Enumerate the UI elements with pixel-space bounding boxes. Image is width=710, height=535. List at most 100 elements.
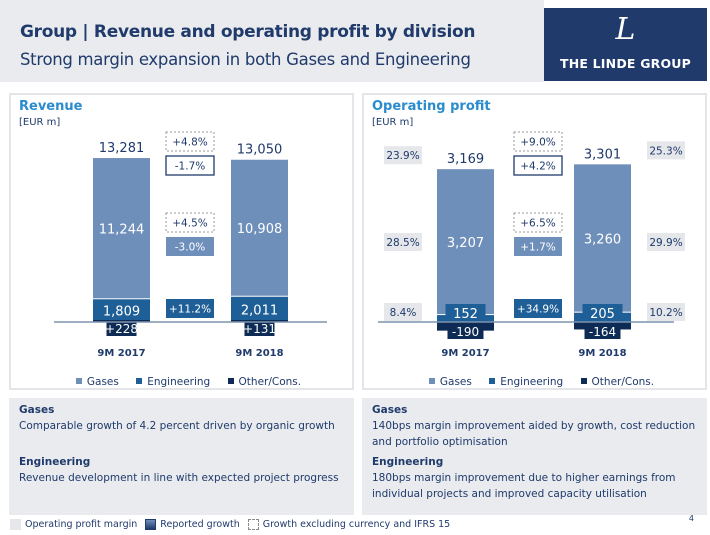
gases-growth-excl-label: +6.5% [520, 218, 555, 230]
footer-excl: Growth excluding currency and IFRS 15 [262, 519, 451, 530]
page-number: 4 [688, 514, 694, 523]
chart-title: Revenue [19, 99, 83, 114]
gases-value-label: 11,244 [99, 223, 145, 238]
excl-swatch [247, 519, 259, 530]
engineering-value-label: 2,011 [241, 303, 278, 318]
engineering-margin-label: 8.4% [390, 307, 417, 319]
gases-growth-reported-label: -3.0% [175, 242, 205, 254]
engineering-margin-box [384, 303, 422, 321]
gases-bar [574, 164, 631, 312]
other-value-label: +228 [105, 322, 138, 336]
footer-reported: Reported growth [160, 519, 240, 530]
gases-value-label: 3,260 [584, 233, 621, 248]
gases-growth-reported-box [514, 237, 562, 256]
total-growth-reported-box [165, 155, 215, 176]
gases-bar [437, 169, 494, 315]
gases-margin-box [384, 233, 422, 251]
gases-bar [231, 159, 288, 296]
category-label: 9M 2018 [235, 348, 283, 359]
total-margin-box [384, 146, 422, 165]
total-growth-reported-label: -1.7% [175, 161, 205, 173]
revenue-chart: 1,809 11,244 13,281 +228 9M 2017 2,011 10,908 1… [54, 131, 327, 359]
total-value-label: 3,169 [447, 152, 484, 167]
operating-profit-panel: Operating profit [EUR m] 152 3,207 3,169 -1… [362, 93, 707, 390]
unit-label: [EUR m] [19, 117, 61, 128]
total-margin-box [647, 141, 685, 160]
gases-growth-reported-label: +1.7% [520, 242, 555, 254]
total-margin-label: 25.3% [649, 145, 682, 157]
gases-margin-box [647, 233, 685, 251]
total-growth-excl-box [513, 131, 563, 152]
category-label: 9M 2017 [97, 348, 145, 359]
note-text: 180bps margin improvement due to higher … [372, 472, 676, 500]
engineering-margin-box [647, 303, 685, 321]
engineering-value-label: 152 [453, 307, 478, 322]
legend-swatch-engineering [489, 378, 496, 384]
note-text: 140bps margin improvement aided by growt… [372, 420, 696, 448]
engineering-label-box [582, 304, 623, 321]
legend-swatch-other [580, 378, 587, 384]
gases-margin-label: 28.5% [386, 237, 419, 249]
gases-value-label: 3,207 [447, 236, 484, 251]
engineering-growth-reported-label: +11.2% [169, 304, 211, 316]
page-subtitle: Strong margin expansion in both Gases an… [20, 50, 471, 69]
header-band: Group | Revenue and operating profit by … [0, 0, 544, 82]
revenue-notes: Gases Comparable growth of 4.2 percent d… [9, 398, 354, 515]
other-value-label: +131 [243, 322, 276, 336]
engineering-value-label: 1,809 [103, 305, 140, 320]
legend-swatch-gases [75, 378, 82, 384]
note-heading: Gases [19, 404, 55, 416]
linde-logo-text: THE LINDE GROUP [559, 56, 692, 71]
operating-profit-chart: 152 3,207 3,169 -190 9M 2017 205 3,260 3,301 -16… [378, 131, 685, 359]
reported-swatch [145, 519, 157, 530]
note-heading: Gases [372, 404, 408, 416]
chart-legend: Gases Engineering Other/Cons. [364, 376, 705, 388]
chart-title: Operating profit [372, 99, 491, 114]
engineering-growth-reported-box [514, 299, 562, 318]
linde-logo: L THE LINDE GROUP [544, 8, 707, 81]
footer-legend: Operating profit margin Reported growth … [10, 519, 458, 530]
operating-profit-notes: Gases 140bps margin improvement aided by… [362, 398, 707, 515]
other-value-label: -190 [452, 325, 479, 339]
engineering-bar [93, 299, 150, 322]
engineering-value-label: 205 [590, 307, 615, 322]
page-title: Group | Revenue and operating profit by … [20, 22, 476, 42]
revenue-panel: Revenue [EUR m] 1,809 11,244 13,281 +228 9M … [9, 93, 354, 390]
total-value-label: 13,281 [99, 141, 145, 156]
gases-bar [93, 158, 150, 299]
legend-swatch-other [227, 378, 234, 384]
total-growth-excl-label: +4.8% [172, 137, 207, 149]
margin-swatch [10, 519, 21, 530]
note-text: Revenue development in line with expecte… [19, 472, 339, 484]
chart-legend: Gases Engineering Other/Cons. [11, 376, 352, 388]
other-label-box [106, 320, 137, 336]
engineering-bar [231, 296, 288, 322]
linde-logo-mark: L [615, 12, 636, 47]
category-label: 9M 2017 [441, 348, 489, 359]
gases-growth-excl-box [165, 212, 215, 233]
note-heading: Engineering [19, 456, 91, 468]
legend-gases: Gases [439, 376, 472, 388]
other-value-label: -164 [589, 325, 616, 339]
legend-other: Other/Cons. [591, 376, 655, 388]
engineering-margin-label: 10.2% [649, 307, 682, 319]
total-growth-excl-label: +9.0% [520, 137, 555, 149]
legend-engineering: Engineering [147, 376, 211, 388]
legend-gases: Gases [86, 376, 119, 388]
gases-value-label: 10,908 [237, 222, 283, 237]
gases-margin-label: 29.9% [649, 237, 682, 249]
total-value-label: 3,301 [584, 147, 621, 162]
legend-swatch-gases [428, 378, 435, 384]
note-text: Comparable growth of 4.2 percent driven … [19, 420, 335, 432]
gases-growth-reported-box [166, 237, 214, 256]
category-label: 9M 2018 [578, 348, 626, 359]
total-value-label: 13,050 [237, 143, 283, 158]
footer-margin: Operating profit margin [25, 519, 138, 530]
other-label-box [584, 323, 621, 339]
engineering-growth-reported-box [166, 299, 214, 318]
gases-growth-excl-box [513, 212, 563, 233]
total-growth-excl-box [165, 131, 215, 152]
legend-engineering: Engineering [500, 376, 564, 388]
total-growth-reported-box [513, 155, 563, 176]
legend-swatch-engineering [136, 378, 143, 384]
